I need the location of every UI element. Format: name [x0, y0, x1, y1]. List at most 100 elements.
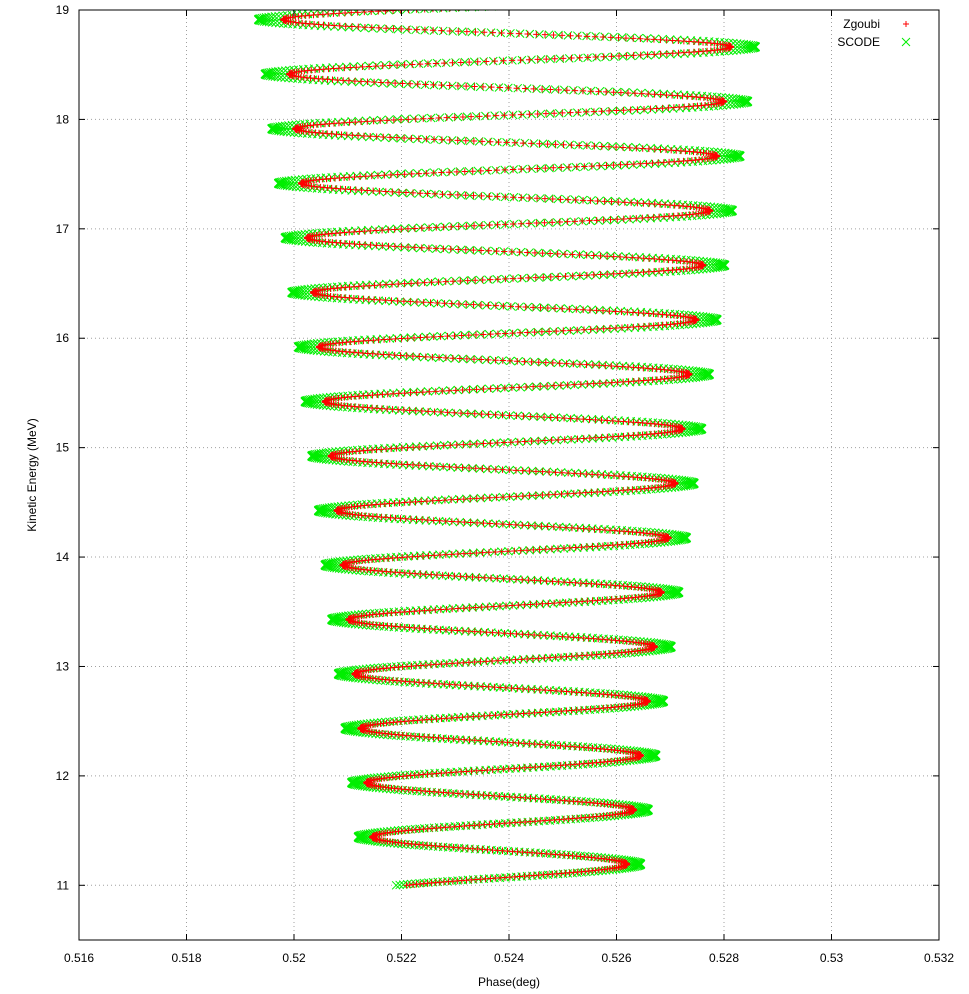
zgoubi-point — [555, 436, 562, 444]
zgoubi-point — [580, 326, 588, 333]
scode-point — [349, 511, 359, 521]
zgoubi-point — [626, 144, 633, 152]
zgoubi-point — [509, 329, 516, 337]
scode-point — [383, 772, 393, 781]
zgoubi-point — [552, 469, 559, 476]
zgoubi-point — [596, 162, 603, 169]
zgoubi-point — [448, 300, 455, 307]
zgoubi-point — [517, 111, 525, 118]
zgoubi-point — [493, 166, 501, 174]
zgoubi-point — [531, 577, 538, 584]
scode-point — [654, 199, 663, 208]
scode-point — [358, 830, 367, 840]
scode-point — [343, 131, 353, 141]
zgoubi-point — [525, 710, 533, 717]
scode-point — [606, 811, 616, 821]
scode-point — [361, 609, 371, 619]
zgoubi-point — [446, 136, 453, 144]
scode-point — [359, 171, 368, 180]
zgoubi-point — [455, 300, 463, 308]
scode-point — [662, 640, 672, 650]
scode-point — [597, 470, 607, 479]
scode-point — [673, 49, 682, 59]
zgoubi-point — [416, 190, 424, 197]
scode-point — [405, 840, 415, 849]
scode-point — [623, 636, 633, 645]
zgoubi-point — [487, 330, 494, 338]
scode-point — [607, 799, 617, 809]
scode-point — [678, 531, 688, 541]
zgoubi-point — [514, 358, 521, 365]
zgoubi-point — [486, 494, 494, 501]
scode-point — [658, 430, 667, 439]
zgoubi-point — [631, 90, 639, 97]
zgoubi-point — [494, 276, 502, 283]
scode-point — [611, 744, 620, 754]
zgoubi-point — [594, 197, 601, 205]
scode-point — [378, 334, 388, 344]
zgoubi-point — [645, 200, 653, 207]
scode-point — [373, 663, 383, 673]
zgoubi-point — [470, 713, 477, 720]
zgoubi-point — [469, 573, 476, 581]
zgoubi-point — [426, 388, 433, 395]
zgoubi-point — [507, 630, 514, 637]
scode-point — [370, 225, 380, 235]
zgoubi-point — [513, 85, 521, 92]
zgoubi-point — [438, 136, 446, 143]
scode-point — [646, 527, 656, 537]
zgoubi-point — [467, 519, 474, 526]
scode-point — [348, 500, 358, 510]
zgoubi-point — [526, 165, 533, 173]
scode-point — [647, 105, 657, 114]
scode-point — [366, 170, 376, 180]
scode-point — [395, 880, 404, 890]
scode-point — [368, 280, 377, 290]
zgoubi-point — [478, 192, 485, 200]
zgoubi-point — [525, 194, 533, 202]
scode-point — [355, 566, 365, 575]
zgoubi-point — [511, 139, 519, 146]
zgoubi-point — [455, 246, 462, 253]
zgoubi-point — [485, 356, 492, 364]
zgoubi-point — [487, 276, 494, 283]
scode-point — [398, 442, 408, 452]
grid — [78, 10, 940, 940]
scode-point — [398, 880, 408, 889]
scode-point — [643, 159, 653, 169]
zgoubi-point — [552, 491, 559, 498]
zgoubi-point — [620, 215, 627, 223]
zgoubi-point — [485, 167, 492, 174]
zgoubi-point — [380, 133, 387, 141]
zgoubi-point — [508, 384, 516, 391]
zgoubi-point — [557, 382, 565, 389]
scode-point — [359, 10, 369, 16]
scode-point — [601, 415, 610, 425]
scode-point — [660, 144, 669, 154]
zgoubi-point — [602, 88, 610, 96]
zgoubi-point — [454, 137, 461, 144]
zgoubi-point — [494, 385, 501, 392]
scode-point — [372, 61, 382, 70]
zgoubi-point — [420, 299, 427, 306]
zgoubi-point — [591, 142, 598, 150]
zgoubi-point — [520, 412, 527, 420]
zgoubi-point — [553, 327, 560, 335]
zgoubi-point — [530, 631, 538, 639]
zgoubi-point — [577, 381, 585, 388]
zgoubi-point — [451, 332, 458, 340]
zgoubi-point — [471, 628, 478, 635]
zgoubi-point — [375, 336, 382, 344]
zgoubi-point — [439, 191, 446, 198]
zgoubi-point — [514, 438, 521, 446]
zgoubi-point — [519, 139, 527, 147]
scode-point — [601, 433, 611, 443]
zgoubi-point — [414, 80, 421, 88]
zgoubi-point — [512, 467, 520, 474]
zgoubi-point — [477, 247, 485, 254]
zgoubi-point — [616, 270, 624, 277]
scode-point — [598, 758, 607, 768]
scode-point — [352, 23, 361, 32]
zgoubi-point — [559, 109, 566, 117]
